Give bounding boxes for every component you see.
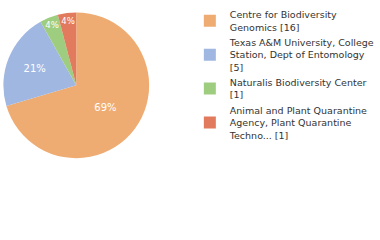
- svg-text:Texas A&M University, CollegeS: Texas A&M University, CollegeStation, De…: [229, 37, 374, 73]
- svg-text:69%: 69%: [94, 102, 116, 113]
- svg-text:21%: 21%: [24, 63, 46, 74]
- svg-text:Animal and Plant QuarantineAge: Animal and Plant QuarantineAgency, Plant…: [229, 105, 367, 141]
- svg-text:Naturalis Biodiversity Center[: Naturalis Biodiversity Center[1]: [230, 77, 367, 100]
- svg-text:4%: 4%: [61, 16, 75, 26]
- svg-text:Centre for BiodiversityGenomic: Centre for BiodiversityGenomics [16]: [230, 9, 337, 32]
- svg-text:4%: 4%: [45, 20, 59, 30]
